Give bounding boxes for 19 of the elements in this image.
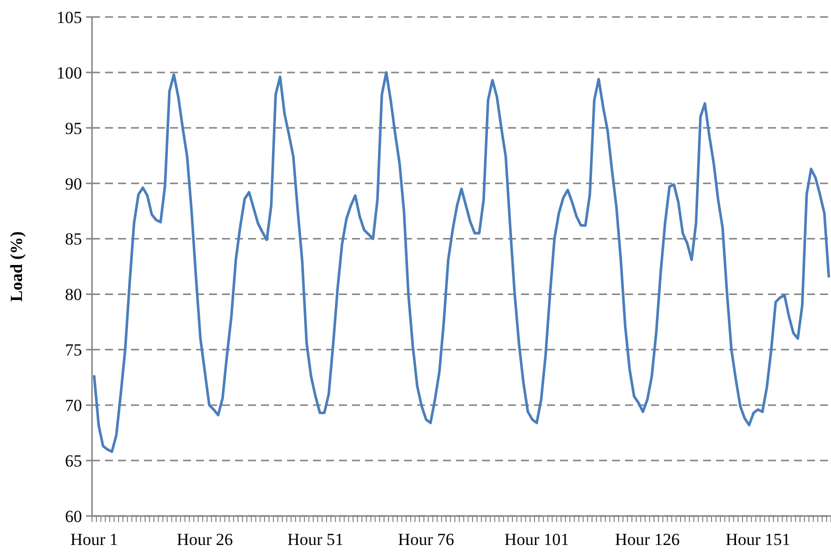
x-tick-label: Hour 76 xyxy=(398,530,454,549)
x-tick-label: Hour 26 xyxy=(176,530,233,549)
y-tick-label: 65 xyxy=(65,452,82,471)
x-tick-label: Hour 151 xyxy=(726,530,790,549)
y-tick-label: 85 xyxy=(65,230,82,249)
y-tick-label: 70 xyxy=(65,396,82,416)
y-tick-label: 90 xyxy=(65,174,82,194)
line-series xyxy=(92,71,830,453)
y-tick-label: 75 xyxy=(65,340,82,360)
y-axis-title: Load (%) xyxy=(7,231,26,302)
x-tick-label: Hour 126 xyxy=(615,530,680,549)
y-tick-label: 80 xyxy=(65,285,82,304)
y-tick-label: 95 xyxy=(65,118,82,138)
y-tick-label: 60 xyxy=(65,506,82,526)
x-tick-label: Hour 101 xyxy=(504,530,570,549)
y-tick-label: 105 xyxy=(56,8,82,27)
y-tick-label: 100 xyxy=(56,63,82,82)
x-tick-label: Hour 51 xyxy=(287,530,344,549)
x-tick-label: Hour 1 xyxy=(70,530,118,549)
